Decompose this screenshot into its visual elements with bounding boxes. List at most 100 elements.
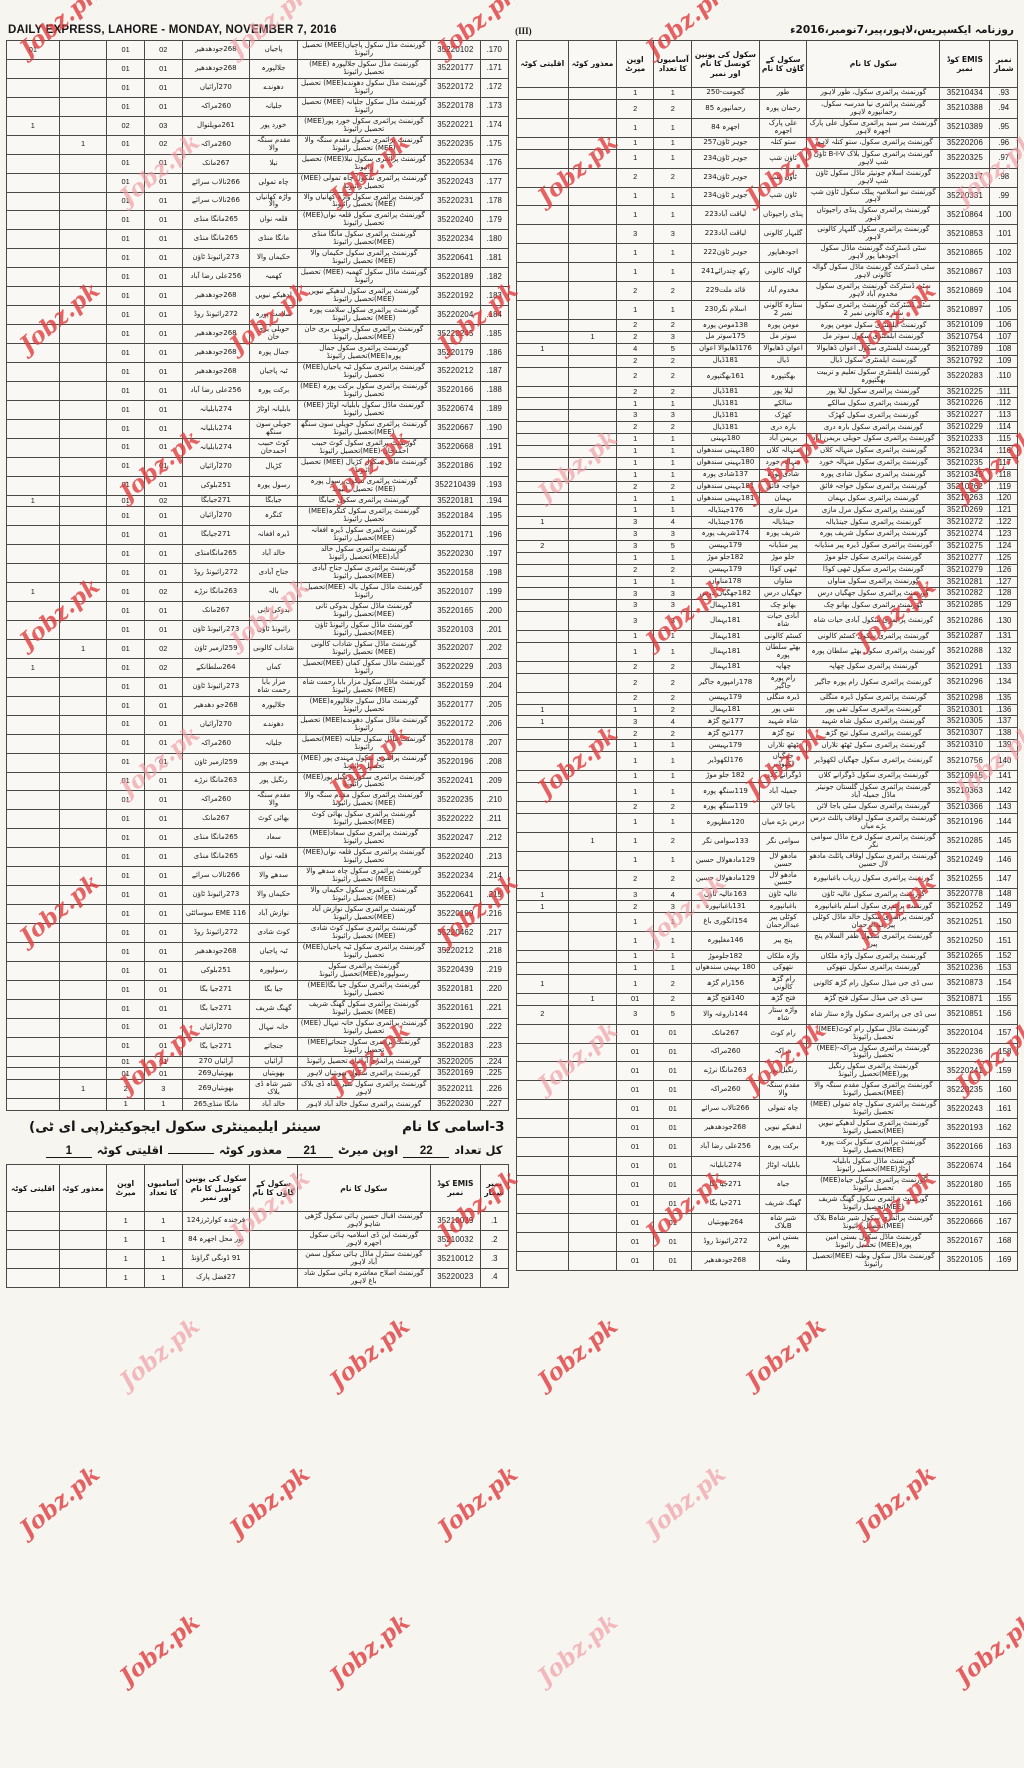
cell bbox=[6, 96, 60, 117]
cell bbox=[58, 771, 108, 792]
cell: 01 bbox=[106, 96, 145, 117]
cell bbox=[58, 96, 108, 117]
cell: 01 bbox=[6, 40, 60, 60]
cell: 220. bbox=[479, 979, 509, 1000]
cell: گورنمنٹ پرائمری سکول تقی پور bbox=[806, 703, 941, 717]
cell bbox=[515, 385, 570, 399]
cell: 176جینڈیالہ bbox=[691, 516, 760, 529]
cell: 01 bbox=[653, 1175, 693, 1195]
cell: 1 bbox=[515, 973, 570, 994]
cell: 219. bbox=[479, 960, 509, 981]
cell bbox=[568, 781, 617, 802]
cell: 35220190 bbox=[429, 1017, 481, 1038]
cell: گورنمنٹ پرائمری سکول اوقاف پائلٹ مادھو ل… bbox=[806, 850, 941, 871]
cell: 272رائیونڈ روڈ bbox=[181, 305, 251, 326]
cell: 35210272 bbox=[939, 516, 991, 529]
cell bbox=[515, 186, 570, 207]
cell bbox=[515, 1194, 570, 1214]
cell bbox=[515, 630, 570, 643]
cell: 35220172 bbox=[429, 714, 481, 735]
cell bbox=[6, 248, 60, 269]
cell: 1 bbox=[653, 751, 693, 771]
cell: 35220184 bbox=[429, 506, 481, 527]
cell: 01 bbox=[106, 456, 145, 477]
cell: 35220158 bbox=[429, 563, 481, 584]
cell: 01 bbox=[106, 324, 145, 344]
cell: 1 bbox=[615, 961, 655, 975]
cell: 165. bbox=[989, 1175, 1018, 1195]
cell: 274بابلیانہ bbox=[181, 437, 251, 458]
column-header: سکول کے گاؤں کا نام bbox=[249, 1164, 298, 1213]
cell: 155. bbox=[989, 992, 1018, 1006]
cell: 120مظہورہ bbox=[691, 812, 760, 833]
cell: 35210196 bbox=[939, 812, 991, 833]
cell: رسولپورہ bbox=[249, 960, 298, 981]
cell: جینڈیالہ bbox=[758, 516, 808, 529]
cell bbox=[515, 136, 570, 150]
cell: گورنمنٹ پرائمری سکول کھڑک bbox=[806, 409, 941, 423]
table-row: 138. 35210307 گورنمنٹ پرائمری سکول تیج گڑھ… bbox=[515, 727, 1018, 741]
cell: 93. bbox=[989, 87, 1018, 100]
cell: 35220534 bbox=[429, 153, 481, 174]
cell: 1 bbox=[615, 812, 655, 833]
cell bbox=[515, 770, 570, 783]
cell bbox=[568, 1194, 617, 1214]
table-row: 108. 35210789 گورنمنٹ ایلمنٹری سکول اعوان … bbox=[515, 342, 1018, 356]
cell: 3 bbox=[615, 539, 655, 553]
cell: 2 bbox=[615, 691, 655, 705]
cell: بستی امین پورہ bbox=[758, 1231, 808, 1252]
cell: 195. bbox=[479, 506, 509, 527]
cell: جلیانہ bbox=[249, 96, 298, 117]
cell: 181بہینی سندھواں bbox=[691, 480, 760, 494]
cell: مانگا منڈی bbox=[249, 229, 298, 250]
cell: 215. bbox=[479, 885, 509, 906]
cell: سعاد bbox=[249, 828, 298, 849]
cell: 2 bbox=[653, 480, 693, 494]
cell: 109. bbox=[989, 354, 1018, 368]
cell: 271جیابگا bbox=[181, 494, 251, 508]
cell: 152. bbox=[989, 950, 1018, 963]
cell: 35210307 bbox=[939, 727, 991, 741]
cell bbox=[568, 319, 617, 332]
cell: 1 bbox=[653, 300, 693, 321]
cell: جیاہ bbox=[758, 1175, 808, 1195]
cell: 268جودھدھیر bbox=[181, 941, 251, 962]
cell: 2 bbox=[615, 480, 655, 494]
table-row: 213. 35220240 گورنمنٹ پرائمری سکول قلعہ نو… bbox=[6, 847, 509, 868]
cell: 01 bbox=[615, 1099, 655, 1120]
table-row: 157. 35220104 گورنمنٹ ماڈل سکول رام کوٹ(ME… bbox=[515, 1023, 1018, 1044]
cell: 264بھوبتیاں bbox=[691, 1212, 760, 1233]
table-row: 172. 35220172 گورنمنٹ مڈل سکول دھوندے(MEE)… bbox=[6, 77, 509, 98]
cell: مخدوم آباد bbox=[758, 281, 808, 302]
cell bbox=[6, 191, 60, 212]
cell: 271جیا بگا bbox=[181, 1036, 251, 1057]
cell: 01 bbox=[106, 191, 145, 212]
cell: 1 bbox=[653, 630, 693, 643]
cell bbox=[6, 620, 60, 640]
cell bbox=[568, 587, 617, 601]
cell: 126. bbox=[989, 563, 1018, 577]
cell: 181بہمال bbox=[691, 703, 760, 717]
cell: 182 جلو موڑ bbox=[691, 770, 760, 783]
cell bbox=[515, 751, 570, 771]
table-row: 127. 35210281 گورنمنٹ پرائمری سکول مناواں م… bbox=[515, 575, 1018, 589]
cell bbox=[515, 961, 570, 975]
cell: شاہ شہید bbox=[758, 715, 808, 729]
cell: 35220235 bbox=[429, 790, 481, 811]
cell bbox=[6, 361, 60, 382]
table-row: 98. 35220317 گورنمنٹ اسلام جونیئر ماڈل سکو… bbox=[515, 167, 1018, 188]
cell bbox=[568, 136, 617, 150]
cell: 01 bbox=[106, 153, 145, 174]
cell: بالہ bbox=[249, 582, 298, 603]
table-row: 128. 35210282 گورنمنٹ پرائمری سکول جھگیاں … bbox=[515, 587, 1018, 601]
table-row: 153. 35210236 گورنمنٹ پرائمری سکول نتھوکی ن… bbox=[515, 961, 1018, 975]
cell: 1 bbox=[515, 703, 570, 717]
cell: 02 bbox=[143, 134, 183, 155]
cell: 01 bbox=[653, 1118, 693, 1139]
cell: 225. bbox=[479, 1067, 509, 1081]
cell: چاہ تمولی bbox=[758, 1099, 808, 1120]
cell: برکت پورہ bbox=[249, 380, 298, 401]
cell: گورنمنٹ پرائمری سکول قلعہ نواں(MEE) تحصی… bbox=[296, 210, 431, 231]
cell: 35220245 bbox=[429, 324, 481, 344]
cell: 1 bbox=[653, 136, 693, 150]
